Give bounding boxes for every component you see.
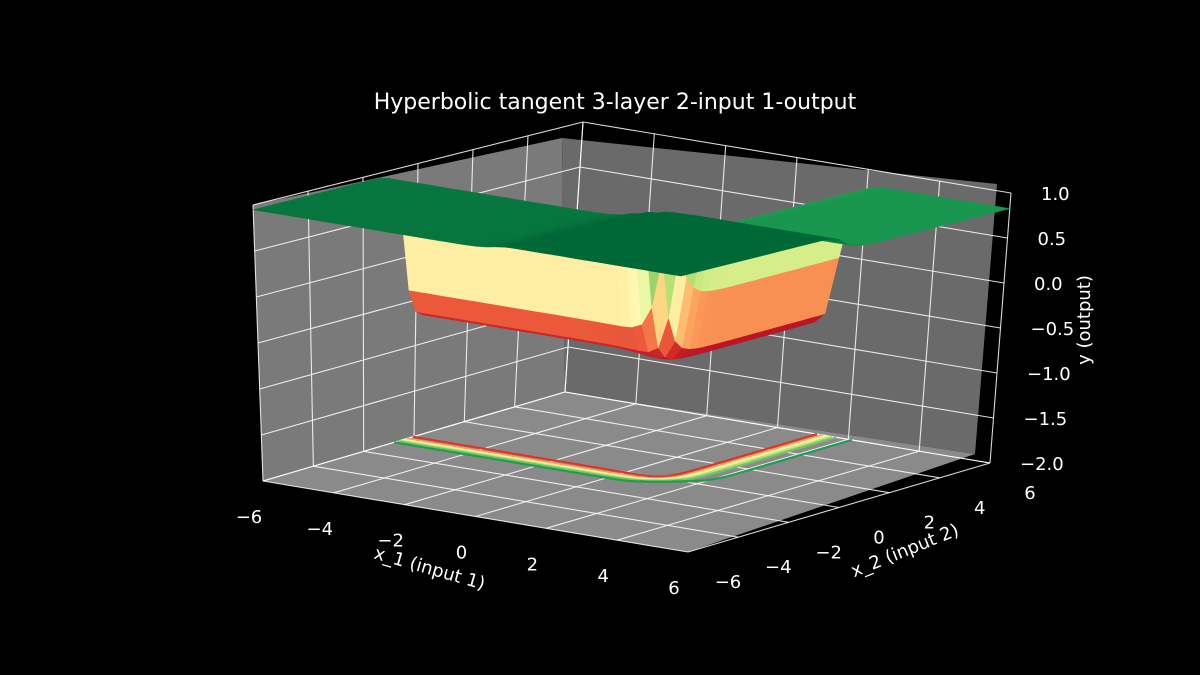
z-tick-label: −1.0 [1027,364,1071,385]
x-tick-label: 6 [668,578,679,599]
x-axis-label: x_1 (input 1) [372,543,488,595]
chart-title: Hyperbolic tangent 3-layer 2-input 1-out… [374,90,857,115]
z-tick-label: 1.0 [1041,184,1070,205]
z-tick-label: 0.5 [1038,229,1067,250]
x-tick-label: 4 [597,566,608,587]
z-tick-label: −2.0 [1020,454,1064,475]
y-tick-labels: −6 −4 −2 0 2 4 6 [715,483,1036,593]
x-tick-label: −6 [236,507,263,528]
z-tick-labels: 1.0 0.5 0.0 −0.5 −1.0 −1.5 −2.0 [1020,184,1074,475]
x-tick-label: −2 [377,531,404,552]
y-tick-label: −2 [815,542,842,563]
back-wall-grid-z [564,391,991,464]
back-wall-grid-z [567,346,994,419]
x-tick-label: 2 [527,554,538,575]
surface [253,177,1010,360]
z-tick-label: −0.5 [1031,319,1075,340]
z-tick-label: 0.0 [1034,274,1063,295]
left-wall-grid-z [261,346,569,436]
floor-grid-y [514,406,940,479]
y-tick-label: 6 [1024,483,1035,504]
contour-lines [393,433,853,483]
contour-line [406,433,823,480]
y-tick-label: −6 [715,572,742,593]
y-axis-label: x_2 (input 2) [848,520,962,582]
y-tick-label: −4 [765,557,792,578]
contour-line [393,438,853,483]
x-tick-label: 0 [456,543,467,564]
z-axis-label: y (output) [1074,275,1095,365]
surface-facet [671,272,689,277]
contour-line [397,436,837,482]
back-wall-grid-z [582,121,1012,194]
contour-line [412,433,818,478]
left-wall-grid-z [252,121,584,206]
floor-grid-x [687,462,991,553]
y-tick-label: 2 [924,513,935,534]
y-tick-label: 0 [873,528,884,549]
x-tick-labels: −6 −4 −2 0 2 4 6 [236,507,680,599]
y-tick-label: 4 [974,498,985,519]
x-tick-label: −4 [307,519,334,540]
z-tick-label: −1.5 [1024,409,1068,430]
